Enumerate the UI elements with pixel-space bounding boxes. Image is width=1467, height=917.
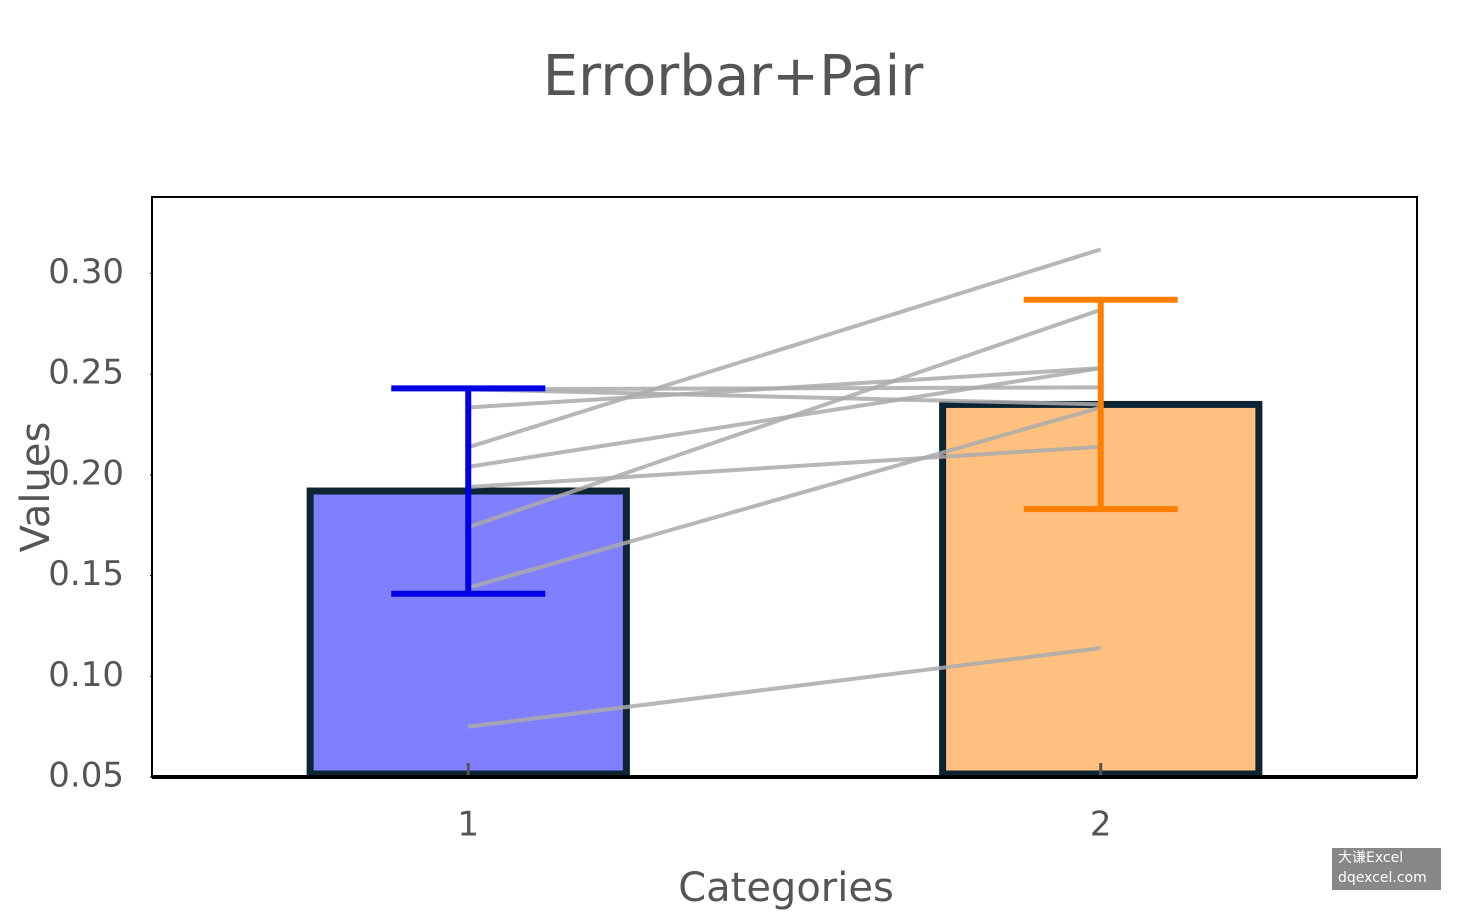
pair-line — [467, 247, 1102, 450]
pair-line — [468, 387, 1101, 407]
pair-line — [468, 646, 1101, 729]
watermark: dqexcel.com — [1338, 870, 1427, 886]
y-tick-label: 0.30 — [48, 252, 124, 292]
watermark-box — [1332, 848, 1441, 890]
y-axis-title: Values — [13, 422, 59, 553]
y-tick-label: 0.25 — [48, 353, 124, 393]
error-bar — [1023, 296, 1178, 513]
x-axis-title: Categories — [678, 865, 894, 911]
chart-title: Errorbar+Pair — [543, 44, 924, 109]
y-tick-label: 0.20 — [48, 453, 124, 493]
pair-line — [468, 444, 1101, 489]
y-tick-label: 0.15 — [48, 554, 124, 594]
error-bar — [391, 385, 546, 597]
pair-line — [467, 366, 1102, 469]
y-tick-label: 0.05 — [48, 756, 124, 796]
x-tick-label: 1 — [457, 805, 479, 845]
y-tick-label: 0.10 — [48, 655, 124, 695]
watermark: 大谦Excel — [1338, 850, 1403, 866]
pair-line — [468, 385, 1101, 392]
pair-line — [467, 405, 1102, 590]
x-tick-label: 2 — [1090, 805, 1112, 845]
